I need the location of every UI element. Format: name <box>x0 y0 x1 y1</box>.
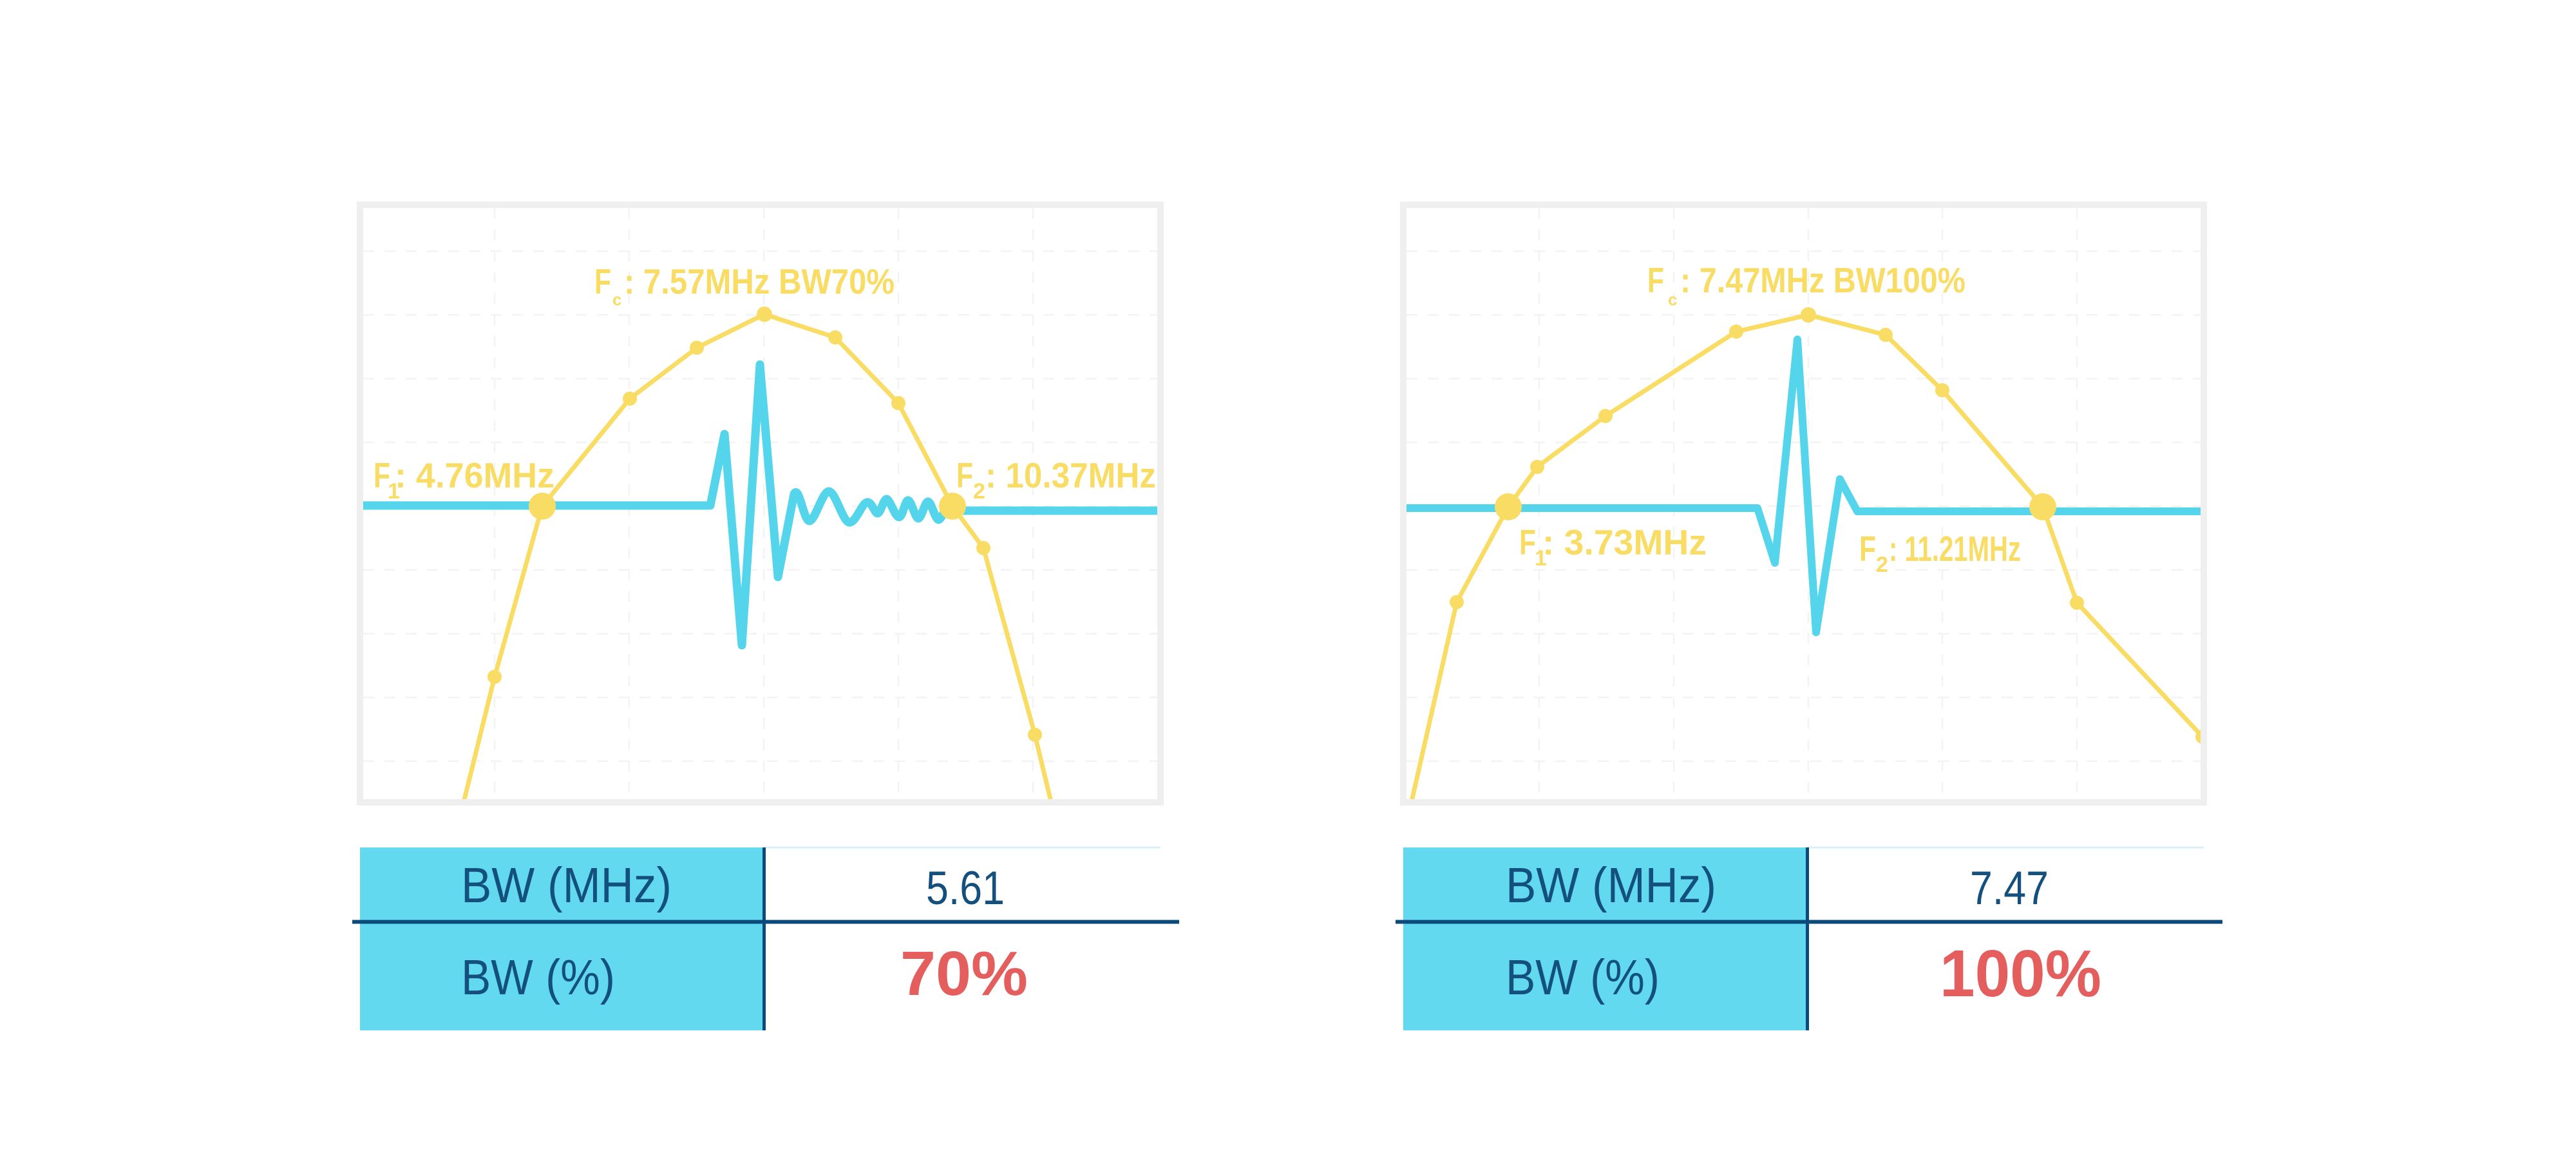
svg-text:F: F <box>1647 260 1664 300</box>
svg-text:BW (%): BW (%) <box>1506 950 1660 1005</box>
svg-text:: 7.47MHz BW100%: : 7.47MHz BW100% <box>1680 260 1965 300</box>
svg-text:: 7.57MHz BW70%: : 7.57MHz BW70% <box>624 261 895 301</box>
svg-text:F: F <box>374 455 390 495</box>
svg-text:c: c <box>612 290 621 309</box>
svg-text:7.47: 7.47 <box>1970 862 2049 914</box>
svg-text:1: 1 <box>1535 546 1547 571</box>
svg-text:F: F <box>594 261 611 301</box>
svg-text:BW (MHz): BW (MHz) <box>461 858 672 913</box>
svg-text:70%: 70% <box>900 938 1028 1008</box>
svg-text:F: F <box>1859 529 1876 569</box>
svg-text:2: 2 <box>973 479 985 504</box>
svg-text:c: c <box>1668 290 1677 309</box>
svg-text:5.61: 5.61 <box>926 862 1005 914</box>
svg-text:: 4.76MHz: : 4.76MHz <box>395 455 554 495</box>
svg-text:: 10.37MHz: : 10.37MHz <box>985 455 1156 495</box>
svg-text:: 3.73MHz: : 3.73MHz <box>1542 522 1707 562</box>
svg-text:F: F <box>956 455 973 495</box>
svg-text:1: 1 <box>388 479 400 504</box>
svg-text:BW (%): BW (%) <box>461 950 615 1005</box>
svg-text:100%: 100% <box>1940 936 2101 1010</box>
svg-text:2: 2 <box>1876 553 1888 577</box>
svg-text:: 11.21MHz: : 11.21MHz <box>1889 529 2021 569</box>
svg-text:F: F <box>1519 522 1536 562</box>
svg-text:BW (MHz): BW (MHz) <box>1506 858 1716 913</box>
